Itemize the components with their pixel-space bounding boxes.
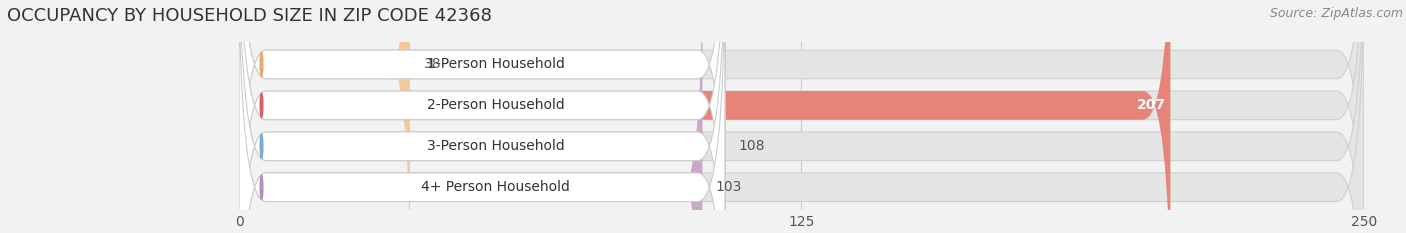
Text: 3-Person Household: 3-Person Household [426, 139, 564, 153]
FancyBboxPatch shape [239, 0, 1364, 233]
Text: 207: 207 [1137, 98, 1166, 112]
FancyBboxPatch shape [239, 0, 1364, 233]
Circle shape [260, 175, 263, 199]
Text: 38: 38 [423, 58, 441, 72]
FancyBboxPatch shape [239, 0, 703, 233]
Text: OCCUPANCY BY HOUSEHOLD SIZE IN ZIP CODE 42368: OCCUPANCY BY HOUSEHOLD SIZE IN ZIP CODE … [7, 7, 492, 25]
Circle shape [260, 52, 263, 77]
FancyBboxPatch shape [239, 0, 725, 233]
FancyBboxPatch shape [239, 0, 725, 233]
FancyBboxPatch shape [239, 0, 1364, 233]
FancyBboxPatch shape [239, 0, 411, 233]
FancyBboxPatch shape [239, 0, 1364, 233]
Circle shape [260, 93, 263, 117]
Circle shape [260, 134, 263, 158]
FancyBboxPatch shape [239, 0, 725, 233]
Text: Source: ZipAtlas.com: Source: ZipAtlas.com [1270, 7, 1403, 20]
FancyBboxPatch shape [239, 0, 725, 233]
Text: 1-Person Household: 1-Person Household [426, 58, 564, 72]
FancyBboxPatch shape [239, 0, 725, 233]
Text: 2-Person Household: 2-Person Household [426, 98, 564, 112]
Text: 103: 103 [716, 180, 742, 194]
Text: 108: 108 [738, 139, 765, 153]
FancyBboxPatch shape [239, 0, 1170, 233]
Text: 4+ Person Household: 4+ Person Household [420, 180, 569, 194]
